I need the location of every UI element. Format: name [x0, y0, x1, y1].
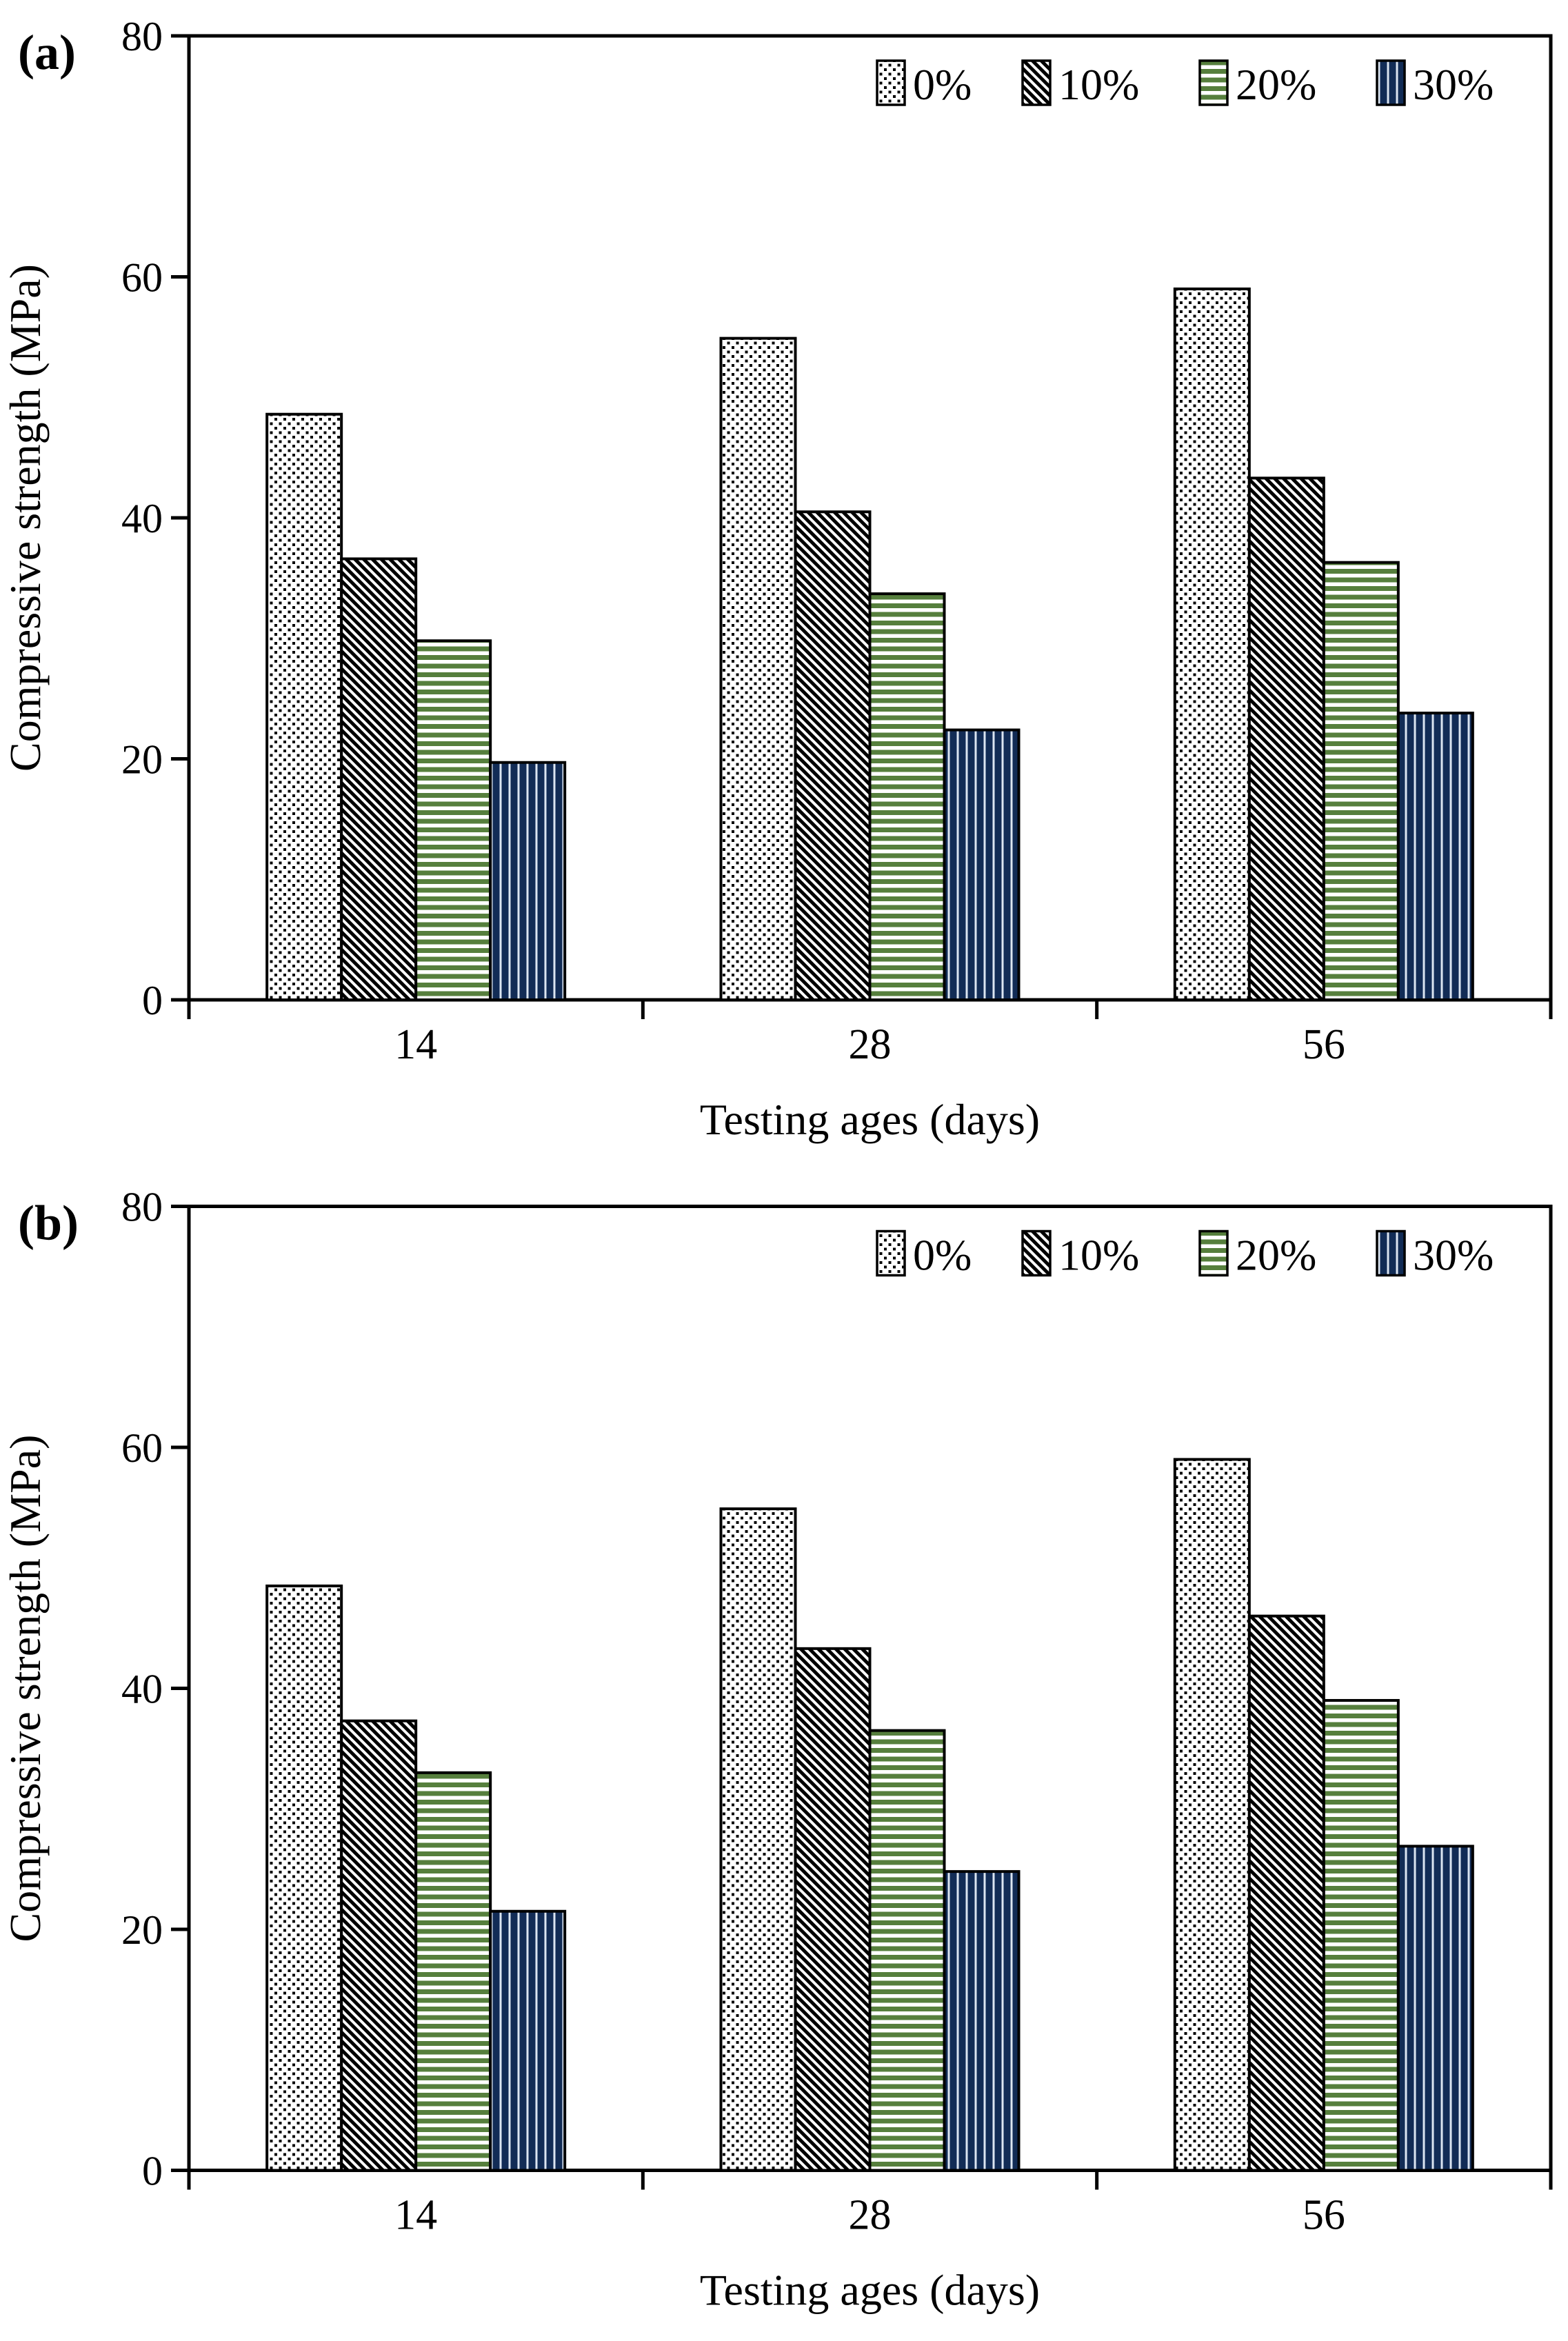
- bar-a-14d-30%: [489, 761, 567, 1002]
- y-tick-label-a: 40: [121, 496, 163, 541]
- legend-label-b-0%: 0%: [913, 1231, 972, 1280]
- legend-swatch-a-30%: [1376, 59, 1406, 106]
- bar-b-14d-0%: [265, 1584, 343, 2172]
- y-tick-label-b: 0: [142, 2149, 163, 2194]
- panel-label-b: (b): [18, 1196, 79, 1251]
- y-tick-label-a: 80: [121, 14, 163, 59]
- legend-label-b-30%: 30%: [1413, 1231, 1494, 1280]
- x-axis-title-b: Testing ages (days): [700, 2266, 1040, 2315]
- chart-panel-a: (a) 0 20 40 60 80 14 28 56 Testing ages (days) Com…: [1, 14, 1553, 1144]
- bar-a-28d-10%: [794, 510, 872, 1001]
- y-tick-label-a: 0: [142, 978, 163, 1023]
- legend-label-b-10%: 10%: [1058, 1231, 1139, 1280]
- x-category-label-a-28: 28: [849, 1021, 892, 1068]
- legend-swatch-a-10%: [1021, 59, 1052, 106]
- bar-a-14d-0%: [265, 412, 343, 1001]
- bar-b-56d-10%: [1247, 1614, 1325, 2172]
- bar-a-56d-20%: [1322, 561, 1400, 1001]
- bar-a-56d-10%: [1247, 476, 1325, 1001]
- x-category-label-a-56: 56: [1303, 1021, 1345, 1068]
- legend-swatch-b-10%: [1021, 1229, 1052, 1277]
- bar-a-28d-20%: [868, 592, 946, 1001]
- legend-label-a-20%: 20%: [1236, 60, 1316, 109]
- bar-b-28d-30%: [943, 1870, 1021, 2172]
- legend-swatch-b-0%: [876, 1229, 906, 1277]
- bar-b-56d-0%: [1173, 1458, 1251, 2172]
- bar-b-28d-10%: [794, 1647, 872, 2172]
- legend-swatch-b-30%: [1376, 1229, 1406, 1277]
- bar-a-28d-30%: [943, 728, 1021, 1002]
- y-axis-title-b: Compressive strength (MPa): [1, 1435, 50, 1942]
- legend-label-a-10%: 10%: [1058, 60, 1139, 109]
- y-tick-label-b: 20: [121, 1907, 163, 1953]
- legend-label-b-20%: 20%: [1236, 1231, 1316, 1280]
- bar-b-14d-30%: [489, 1909, 567, 2172]
- y-tick-label-a: 20: [121, 737, 163, 783]
- legend-label-a-0%: 0%: [913, 60, 972, 109]
- bar-a-14d-20%: [414, 639, 492, 1001]
- panel-label-a: (a): [18, 25, 76, 80]
- legend-swatch-b-20%: [1198, 1229, 1229, 1277]
- legend-swatch-a-20%: [1198, 59, 1229, 106]
- y-tick-label-b: 80: [121, 1185, 163, 1230]
- x-axis-title-a: Testing ages (days): [700, 1095, 1040, 1144]
- bar-a-56d-0%: [1173, 287, 1251, 1002]
- y-tick-label-b: 60: [121, 1425, 163, 1471]
- bar-b-56d-30%: [1396, 1845, 1474, 2172]
- y-tick-label-a: 60: [121, 255, 163, 301]
- legend-swatch-a-0%: [876, 59, 906, 106]
- x-category-label-b-28: 28: [849, 2192, 892, 2239]
- x-category-label-b-14: 14: [394, 2192, 437, 2239]
- y-tick-label-b: 40: [121, 1667, 163, 1712]
- bar-a-56d-30%: [1396, 712, 1474, 1001]
- x-category-label-b-56: 56: [1303, 2192, 1345, 2239]
- legend-label-a-30%: 30%: [1413, 60, 1494, 109]
- x-category-label-a-14: 14: [394, 1021, 437, 1068]
- chart-panel-b: (b) 0 20 40 60 80 14 28 56 Testing ages (days) Com…: [1, 1185, 1553, 2315]
- bar-b-28d-0%: [719, 1507, 797, 2172]
- bar-a-14d-10%: [340, 557, 418, 1001]
- bar-b-28d-20%: [868, 1729, 946, 2172]
- bar-a-28d-0%: [719, 336, 797, 1001]
- y-axis-title-a: Compressive strength (MPa): [1, 264, 50, 772]
- bar-b-14d-10%: [340, 1719, 418, 2172]
- bar-b-14d-20%: [414, 1771, 492, 2172]
- bar-b-56d-20%: [1322, 1698, 1400, 2172]
